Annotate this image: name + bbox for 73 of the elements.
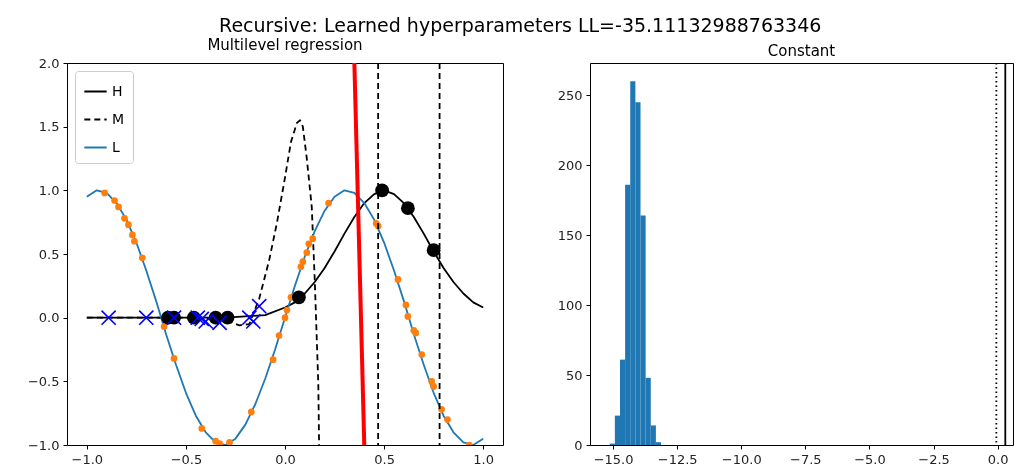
x-tick-label: −7.5: [790, 451, 822, 467]
point: [299, 258, 307, 265]
point: [275, 332, 283, 339]
point: [394, 276, 402, 283]
y-tick-label: −0.5: [27, 373, 60, 389]
chart-title: Constant: [767, 42, 836, 60]
x-tick-label: −0.5: [170, 451, 203, 467]
x-tick-label: 1.0: [473, 451, 495, 467]
point: [138, 254, 146, 262]
y-tick-label: 100: [557, 297, 583, 313]
point: [125, 221, 132, 229]
y-tick-label: 1.0: [38, 182, 60, 198]
point: [198, 425, 206, 432]
x-tick-label: −5.0: [854, 451, 886, 467]
point: [115, 203, 122, 211]
point: [400, 201, 415, 216]
point: [426, 243, 441, 258]
y-tick-label: 0: [574, 437, 583, 453]
point: [129, 231, 136, 239]
y-tick-label: 0.0: [38, 310, 60, 326]
y-tick-label: 50: [565, 367, 583, 383]
point: [101, 189, 109, 197]
chart-title: Recursive: Learned hyperparameters LL=-35.11132988763346: [219, 13, 822, 36]
point: [430, 383, 437, 390]
y-tick-label: 150: [557, 227, 583, 243]
y-tick-label: 0.5: [38, 246, 60, 262]
legend-label: L: [112, 138, 120, 155]
point: [438, 406, 445, 413]
x-tick-label: −10.0: [721, 451, 762, 467]
chart-subtitle: Multilevel regression: [207, 36, 363, 54]
point: [226, 439, 233, 445]
point: [220, 310, 235, 325]
point: [193, 311, 210, 327]
point: [281, 314, 289, 322]
point: [138, 309, 155, 326]
x-tick-label: −12.5: [657, 451, 698, 467]
point: [245, 313, 262, 330]
point: [305, 240, 313, 248]
point: [160, 323, 168, 330]
x-tick-label: 0.0: [275, 451, 296, 467]
point: [269, 356, 277, 364]
point: [325, 199, 332, 207]
point: [404, 313, 412, 320]
point: [309, 235, 317, 243]
point: [402, 301, 410, 309]
point: [131, 237, 138, 245]
point: [283, 306, 291, 314]
legend-label: M: [112, 110, 125, 127]
x-tick-label: 0.0: [987, 451, 1009, 467]
legend-label: H: [112, 82, 123, 99]
x-tick-label: −2.5: [918, 451, 950, 467]
point: [121, 215, 128, 222]
point: [291, 290, 306, 305]
point: [111, 197, 118, 204]
point: [444, 416, 451, 423]
y-tick-label: 200: [557, 157, 583, 173]
line-series: [85, 189, 485, 445]
y-tick-label: 1.5: [38, 119, 60, 135]
point: [100, 309, 117, 326]
point: [189, 309, 206, 326]
point: [170, 355, 178, 362]
y-tick-label: 2.0: [38, 55, 60, 71]
point: [418, 351, 426, 358]
point: [216, 440, 223, 445]
point: [251, 298, 268, 315]
point: [241, 309, 258, 326]
x-tick-label: −15.0: [593, 451, 634, 467]
x-tick-label: −1.0: [71, 451, 104, 467]
point: [247, 408, 255, 416]
y-tick-label: 250: [557, 87, 583, 103]
y-tick-label: −1.0: [27, 437, 60, 453]
x-tick-label: 0.5: [374, 451, 395, 467]
point: [303, 249, 311, 257]
